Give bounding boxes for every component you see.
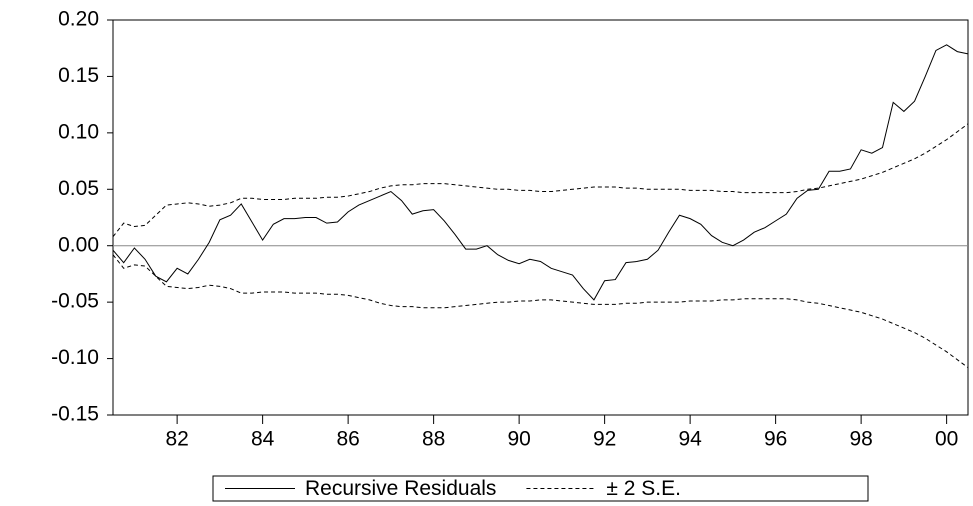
legend-label: Recursive Residuals <box>305 477 496 500</box>
x-tick-label: 82 <box>165 428 188 451</box>
y-tick-label: 0.15 <box>58 64 99 87</box>
x-tick-label: 86 <box>336 428 359 451</box>
y-tick-label: -0.10 <box>51 346 99 369</box>
series-line <box>112 123 969 237</box>
x-tick-label: 98 <box>849 428 872 451</box>
y-tick-label: 0.20 <box>58 8 99 31</box>
x-tick-label: 96 <box>764 428 787 451</box>
x-tick-label: 88 <box>422 428 445 451</box>
y-tick-label: 0.10 <box>58 120 99 143</box>
y-tick-label: 0.00 <box>58 233 99 256</box>
x-tick-label: 90 <box>507 428 530 451</box>
x-tick-label: 94 <box>678 428 702 451</box>
series-line <box>112 44 969 301</box>
plot-frame <box>112 19 969 416</box>
series-line <box>112 254 969 369</box>
legend-label: ± 2 S.E. <box>606 477 681 500</box>
x-tick-label: 00 <box>935 428 958 451</box>
x-tick-label: 84 <box>251 428 275 451</box>
y-tick-label: 0.05 <box>58 177 99 200</box>
y-tick-label: -0.15 <box>51 403 99 426</box>
y-tick-label: -0.05 <box>51 290 99 313</box>
x-tick-label: 92 <box>593 428 616 451</box>
